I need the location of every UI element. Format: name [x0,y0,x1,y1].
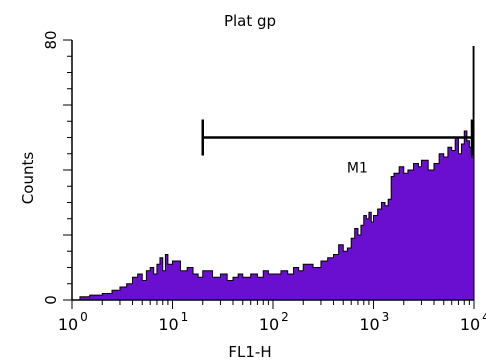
y-ticks: 0 80 [42,30,72,305]
m1-marker-label: M1 [347,161,368,177]
x-tick-label: 10 [259,315,279,334]
x-tick-label: 10 [158,315,178,334]
x-axis-label: FL1-H [228,343,271,361]
x-tick-exponent: 2 [281,310,289,324]
m1-marker: M1 [201,119,474,177]
x-tick-exponent: 4 [482,310,486,324]
x-ticks: 100101102103104 [58,300,486,334]
y-axis-label: Counts [19,152,37,205]
x-tick-label: 10 [58,315,78,334]
x-tick-label: 10 [460,315,480,334]
x-tick-exponent: 3 [382,310,390,324]
y-tick-label: 80 [42,30,60,49]
histogram-area [72,46,475,301]
chart-title: Plat gp [224,12,276,30]
y-tick-label: 0 [42,295,60,305]
x-tick-exponent: 0 [80,310,88,324]
x-tick-exponent: 1 [181,310,189,324]
x-tick-label: 10 [359,315,379,334]
